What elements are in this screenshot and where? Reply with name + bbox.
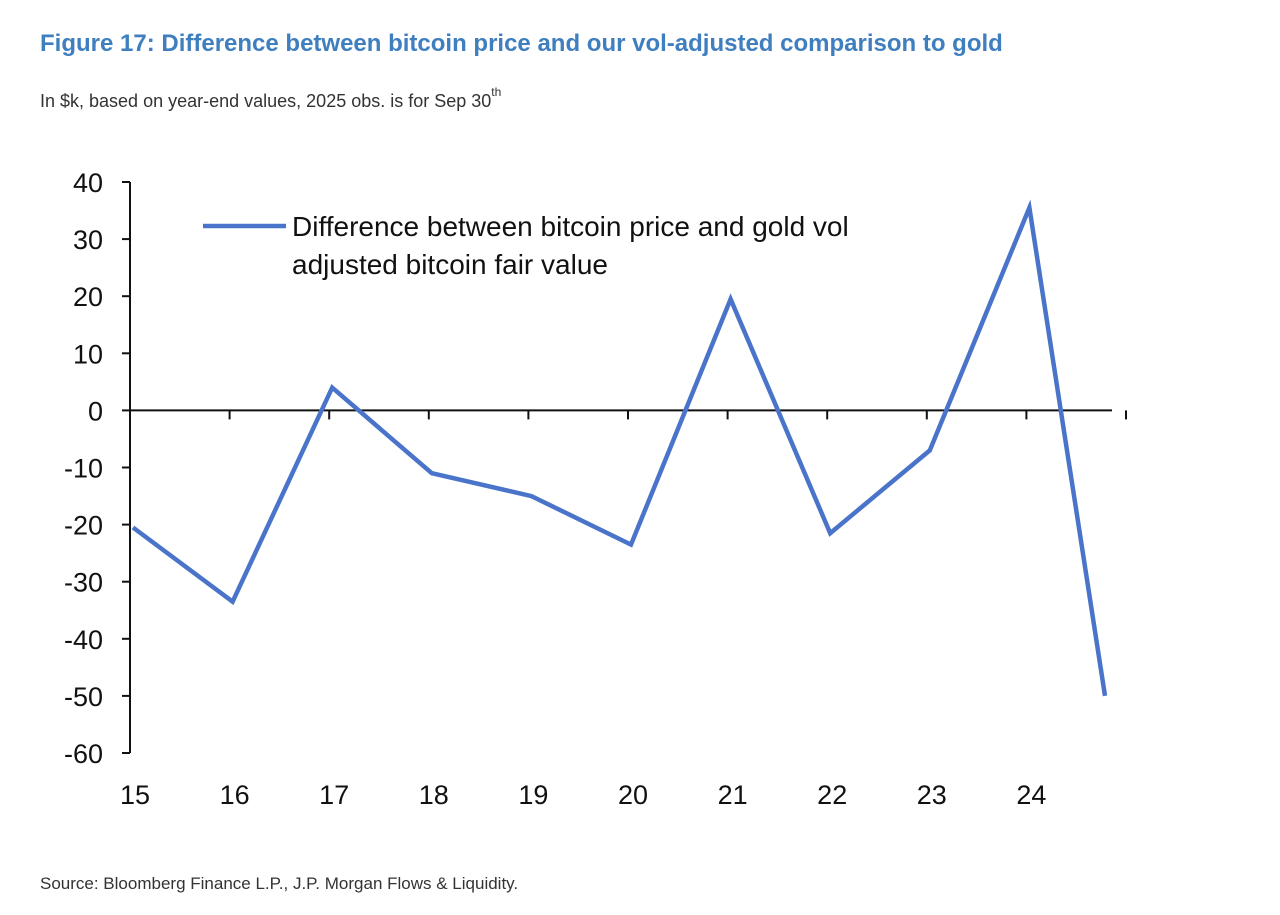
x-tick-label: 23 <box>917 780 947 810</box>
x-tick-label: 24 <box>1016 780 1046 810</box>
x-tick-label: 15 <box>120 780 150 810</box>
series-line <box>131 199 1108 697</box>
y-tick-label: -50 <box>64 682 103 712</box>
series-layer <box>131 199 1108 697</box>
line-chart: 40 30 20 10 0 -10 -20 -30 -40 -50 -60 15 16 17 18 19 20 2… <box>64 168 1127 810</box>
legend-label: adjusted bitcoin fair value <box>292 249 608 280</box>
x-tick-label: 20 <box>618 780 648 810</box>
legend: Difference between bitcoin price and gol… <box>203 211 849 280</box>
y-tick-label: -40 <box>64 625 103 655</box>
figure-subtitle: In $k, based on year-end values, 2025 ob… <box>40 85 501 112</box>
x-tick-label: 19 <box>518 780 548 810</box>
x-tick-label: 17 <box>319 780 349 810</box>
y-tick-label: -30 <box>64 568 103 598</box>
x-tick-label: 21 <box>718 780 748 810</box>
y-tick-label: 20 <box>73 282 103 312</box>
legend-label: Difference between bitcoin price and gol… <box>292 211 849 242</box>
subtitle-superscript: th <box>491 85 502 99</box>
figure-title: Figure 17: Difference between bitcoin pr… <box>40 30 1003 57</box>
y-tick-label: -60 <box>64 739 103 769</box>
axes: 40 30 20 10 0 -10 -20 -30 -40 -50 -60 15 16 17 18 19 20 2… <box>64 168 1127 810</box>
x-tick-label: 22 <box>817 780 847 810</box>
source-note: Source: Bloomberg Finance L.P., J.P. Mor… <box>40 874 519 893</box>
y-tick-label: 30 <box>73 225 103 255</box>
y-tick-label: 10 <box>73 339 103 369</box>
y-tick-label: -10 <box>64 454 103 484</box>
y-tick-label: 40 <box>73 168 103 198</box>
subtitle-text: In $k, based on year-end values, 2025 ob… <box>40 91 492 111</box>
x-tick-label: 16 <box>220 780 250 810</box>
y-tick-label: -20 <box>64 511 103 541</box>
x-tick-label: 18 <box>419 780 449 810</box>
y-tick-label: 0 <box>88 396 103 426</box>
